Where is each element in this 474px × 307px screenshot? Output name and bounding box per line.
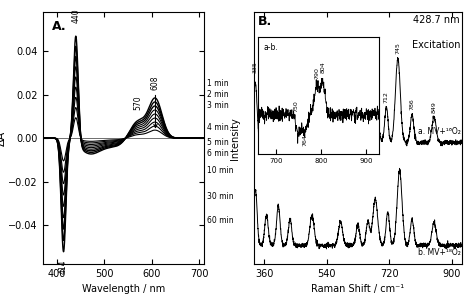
Text: b. MV+¹⁸O₂: b. MV+¹⁸O₂ [418,248,460,257]
Text: Intensity: Intensity [229,117,240,160]
Text: 401: 401 [276,84,281,96]
Text: B.: B. [258,15,272,28]
Text: 60 min: 60 min [207,216,233,225]
Text: 6 min: 6 min [207,149,228,158]
Text: Excitation: Excitation [411,40,460,50]
Text: 608: 608 [151,76,159,90]
Text: 849: 849 [431,101,437,112]
Text: 30 min: 30 min [207,192,233,201]
Text: 335: 335 [253,61,258,73]
Text: 764: 764 [302,134,307,146]
Text: 570: 570 [133,95,142,110]
Text: a. MV+¹⁶O₂: a. MV+¹⁶O₂ [418,127,460,136]
Text: 630: 630 [356,103,360,115]
X-axis label: Raman Shift / cm⁻¹: Raman Shift / cm⁻¹ [311,285,404,294]
Text: 745: 745 [395,42,401,54]
Text: A.: A. [52,20,67,33]
Text: 4 min: 4 min [207,123,228,132]
Y-axis label: ΔA: ΔA [0,130,7,146]
Text: 367: 367 [264,91,269,103]
Text: 1 min: 1 min [207,80,228,88]
Text: 659: 659 [365,101,371,112]
Text: 498: 498 [310,94,314,106]
Text: 5 min: 5 min [207,138,228,147]
Text: 580: 580 [338,101,343,112]
Text: 10 min: 10 min [207,166,233,175]
Text: 790: 790 [314,67,319,79]
Text: 680: 680 [373,75,378,87]
X-axis label: Wavelength / nm: Wavelength / nm [82,285,165,294]
Text: 428.7 nm: 428.7 nm [413,15,460,25]
Text: 786: 786 [410,99,415,110]
Text: 435: 435 [288,96,292,108]
Text: 804: 804 [320,61,325,73]
Text: 3 min: 3 min [207,101,228,110]
Text: a-b.: a-b. [263,43,278,52]
Text: 440: 440 [72,9,80,23]
Text: 2 min: 2 min [207,90,228,99]
Text: 414: 414 [59,260,68,274]
Text: 712: 712 [384,91,389,103]
Text: 750: 750 [293,100,299,112]
